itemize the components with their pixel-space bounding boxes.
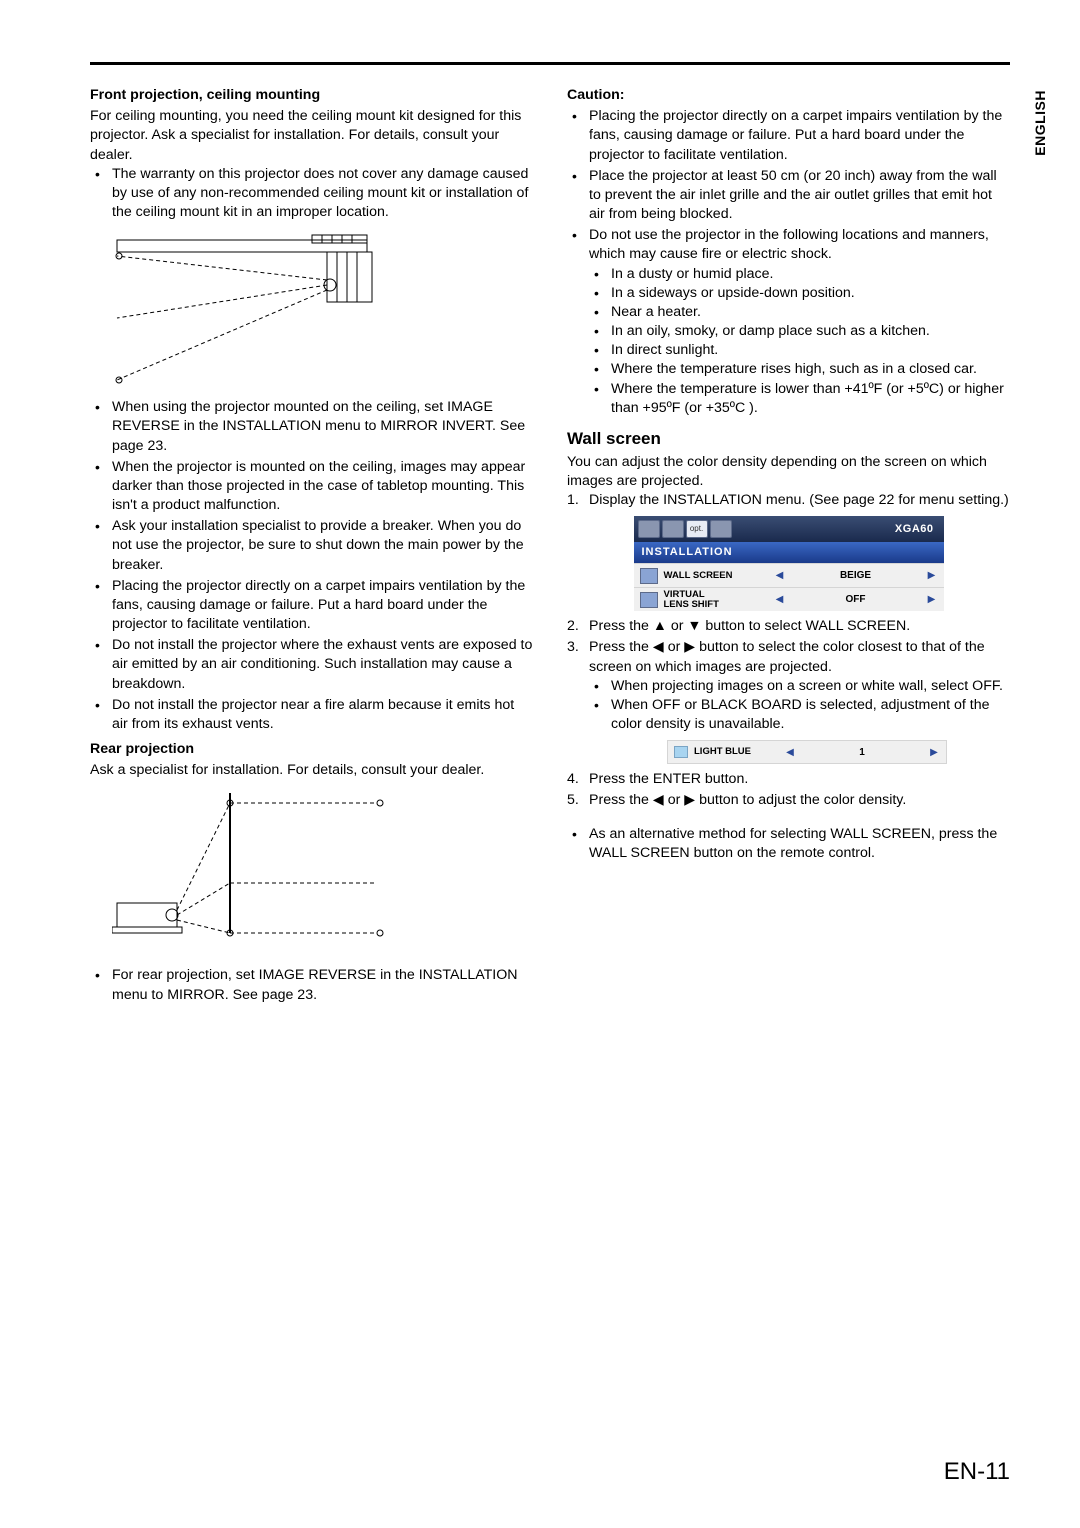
li-caution-locations: Do not use the projector in the followin… — [567, 226, 1010, 418]
heading-rear-projection: Rear projection — [90, 740, 533, 759]
arrow-left-icon: ◀ — [774, 569, 786, 583]
heading-wall-screen: Wall screen — [567, 428, 1010, 451]
installation-menu: opt. XGA60 INSTALLATION WALL SCREEN ◀ BE… — [634, 516, 944, 611]
sub-heater: Near a heater. — [589, 303, 1010, 322]
menu-tab-icon-1 — [638, 520, 660, 538]
step-4: Press the ENTER button. — [567, 770, 1010, 789]
wall-screen-steps-2: Press the ▲ or ▼ button to select WALL S… — [567, 617, 1010, 734]
sub-temperature: Where the temperature is lower than +41º… — [589, 380, 1010, 418]
menu-tab-icon-opt: opt. — [686, 520, 708, 538]
li-firealarm: Do not install the projector near a fire… — [90, 696, 533, 734]
para-wall-screen: You can adjust the color density dependi… — [567, 453, 1010, 491]
caution-list: Placing the projector directly on a carp… — [567, 107, 1010, 418]
para-front-ceiling: For ceiling mounting, you need the ceili… — [90, 107, 533, 165]
step-2: Press the ▲ or ▼ button to select WALL S… — [567, 617, 1010, 636]
wall-screen-steps: Display the INSTALLATION menu. (See page… — [567, 491, 1010, 510]
li-carpet-left: Placing the projector directly on a carp… — [90, 577, 533, 635]
wall-screen-alt-list: As an alternative method for selecting W… — [567, 825, 1010, 863]
virtual-lens-label: VIRTUAL LENS SHIFT — [664, 590, 774, 609]
li-darker: When the projector is mounted on the cei… — [90, 458, 533, 516]
li-exhaust: Do not install the projector where the e… — [90, 636, 533, 694]
step-3a: When projecting images on a screen or wh… — [589, 677, 1010, 696]
wall-screen-label: WALL SCREEN — [664, 571, 774, 581]
li-caution-locations-text: Do not use the projector in the followin… — [589, 227, 989, 262]
para-rear-projection: Ask a specialist for installation. For d… — [90, 761, 533, 780]
li-alt-method: As an alternative method for selecting W… — [567, 825, 1010, 863]
menu-header: INSTALLATION — [634, 542, 944, 563]
lens-shift-label: LENS SHIFT — [664, 599, 719, 610]
left-column: Front projection, ceiling mounting For c… — [90, 86, 533, 1007]
sub-closed-car: Where the temperature rises high, such a… — [589, 360, 1010, 379]
heading-front-ceiling: Front projection, ceiling mounting — [90, 86, 533, 105]
light-blue-value: 1 — [796, 746, 928, 760]
sub-oily: In an oily, smoky, or damp place such as… — [589, 322, 1010, 341]
sub-sideways: In a sideways or upside-down position. — [589, 284, 1010, 303]
step-3-text: Press the ◀ or ▶ button to select the co… — [589, 639, 985, 674]
menu-tab-icons: opt. — [634, 520, 732, 538]
light-blue-icon — [674, 746, 688, 758]
virtual-lens-icon — [640, 592, 658, 608]
wall-screen-value: BEIGE — [786, 569, 926, 583]
arrow-left-icon: ◀ — [784, 746, 796, 760]
menu-tab-icon-4 — [710, 520, 732, 538]
sub-dusty: In a dusty or humid place. — [589, 265, 1010, 284]
menu-tab-icon-2 — [662, 520, 684, 538]
light-blue-label: LIGHT BLUE — [694, 746, 784, 759]
li-caution-wall-distance: Place the projector at least 50 cm (or 2… — [567, 167, 1010, 225]
menu-tab-row: opt. XGA60 — [634, 516, 944, 542]
li-warranty: The warranty on this projector does not … — [90, 165, 533, 223]
two-column-layout: Front projection, ceiling mounting For c… — [90, 86, 1010, 1007]
menu-title: XGA60 — [895, 522, 934, 537]
li-mirror-invert: When using the projector mounted on the … — [90, 398, 533, 456]
menu-row-wall-screen: WALL SCREEN ◀ BEIGE ▶ — [634, 563, 944, 587]
step-3: Press the ◀ or ▶ button to select the co… — [567, 638, 1010, 734]
page-number: EN-11 — [944, 1456, 1010, 1488]
virtual-lens-value: OFF — [786, 593, 926, 607]
wall-screen-icon — [640, 568, 658, 584]
language-side-label: ENGLISH — [1031, 90, 1050, 156]
right-column: Caution: Placing the projector directly … — [567, 86, 1010, 1007]
wall-screen-steps-3: Press the ENTER button. Press the ◀ or ▶… — [567, 770, 1010, 810]
step-3b: When OFF or BLACK BOARD is selected, adj… — [589, 696, 1010, 734]
heading-caution: Caution: — [567, 86, 1010, 105]
step-3-sublist: When projecting images on a screen or wh… — [589, 677, 1010, 735]
li-caution-carpet: Placing the projector directly on a carp… — [567, 107, 1010, 165]
menu-row-virtual-lens: VIRTUAL LENS SHIFT ◀ OFF ▶ — [634, 587, 944, 611]
ceiling-notes-list: When using the projector mounted on the … — [90, 398, 533, 734]
light-blue-row: LIGHT BLUE ◀ 1 ▶ — [667, 740, 947, 764]
sub-sunlight: In direct sunlight. — [589, 341, 1010, 360]
arrow-left-icon: ◀ — [774, 593, 786, 607]
top-rule — [90, 62, 1010, 65]
arrow-right-icon: ▶ — [928, 746, 940, 760]
caution-sublist: In a dusty or humid place. In a sideways… — [589, 265, 1010, 418]
rear-projection-diagram — [112, 788, 533, 958]
rear-projection-list: For rear projection, set IMAGE REVERSE i… — [90, 966, 533, 1004]
step-1: Display the INSTALLATION menu. (See page… — [567, 491, 1010, 510]
ceiling-mount-diagram — [112, 230, 533, 390]
step-5: Press the ◀ or ▶ button to adjust the co… — [567, 791, 1010, 810]
li-rear-mirror: For rear projection, set IMAGE REVERSE i… — [90, 966, 533, 1004]
arrow-right-icon: ▶ — [926, 569, 938, 583]
li-breaker: Ask your installation specialist to prov… — [90, 517, 533, 575]
arrow-right-icon: ▶ — [926, 593, 938, 607]
front-ceiling-list: The warranty on this projector does not … — [90, 165, 533, 223]
